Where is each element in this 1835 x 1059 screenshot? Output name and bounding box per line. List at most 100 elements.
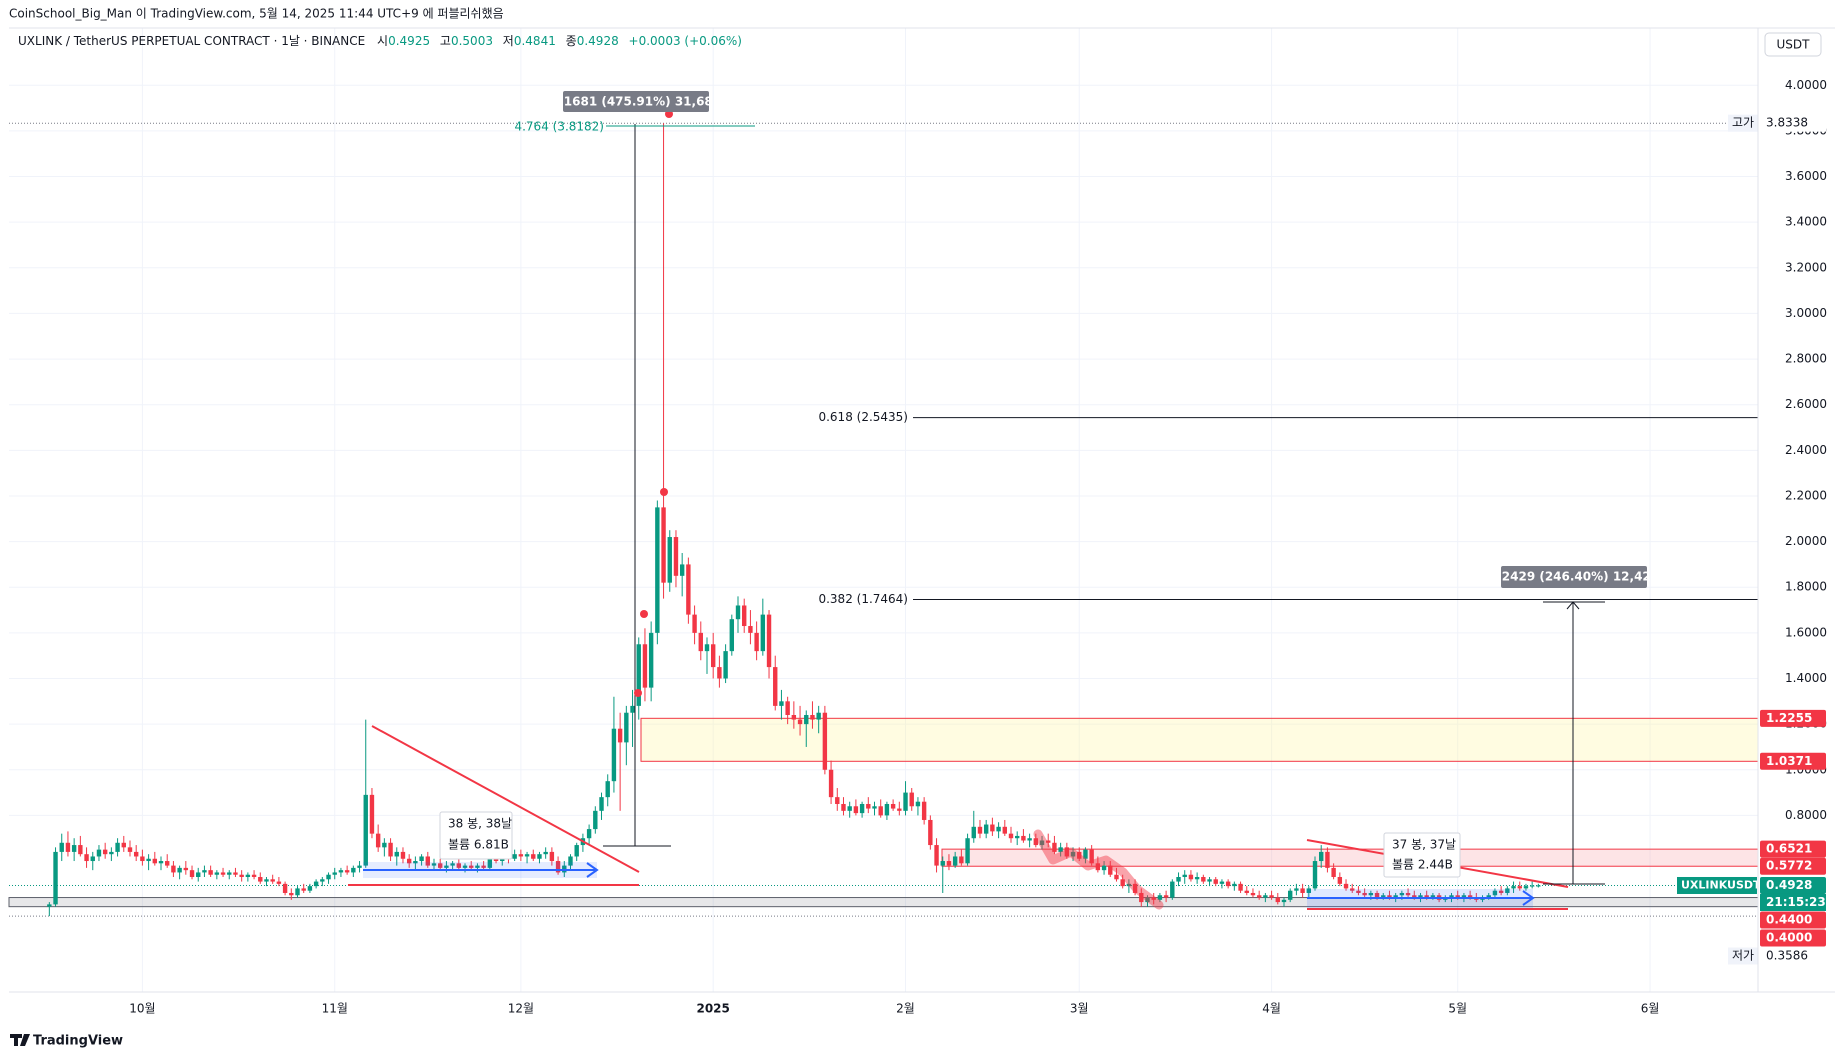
candle-body bbox=[165, 861, 170, 866]
candle-body bbox=[1294, 888, 1299, 891]
candle-body bbox=[1232, 883, 1237, 887]
candle-body bbox=[810, 715, 815, 720]
candle-body bbox=[96, 849, 102, 857]
high-tag bbox=[1760, 114, 1826, 132]
price-tag-label: 1.2255 bbox=[1766, 711, 1812, 725]
candle-body bbox=[773, 667, 778, 706]
countdown-label: 21:15:23 bbox=[1766, 895, 1826, 909]
symbol: UXLINK / TetherUS PERPETUAL CONTRACT · 1… bbox=[18, 34, 365, 48]
candle-body bbox=[574, 845, 579, 857]
candle-body bbox=[202, 870, 207, 873]
candle-body bbox=[1238, 883, 1243, 891]
candle-body bbox=[456, 863, 462, 868]
trend-line bbox=[371, 725, 640, 873]
candle-body bbox=[1275, 897, 1280, 903]
ohlc-value: 0.5003 bbox=[451, 34, 493, 48]
candle-body bbox=[766, 614, 772, 668]
price-tag-label: 0.4928 bbox=[1766, 878, 1812, 892]
candle-body bbox=[481, 865, 486, 868]
candle-body bbox=[959, 856, 964, 864]
range-label-box bbox=[439, 811, 513, 860]
candle-body bbox=[413, 861, 418, 864]
candle-body bbox=[388, 842, 393, 857]
candle-body bbox=[127, 847, 133, 852]
candle-body bbox=[1517, 886, 1522, 889]
candle-body bbox=[1368, 892, 1374, 896]
measure-label: 1.2429 (246.40%) 12,429 bbox=[1489, 570, 1659, 584]
candle-body bbox=[946, 861, 952, 866]
candle-body bbox=[835, 797, 840, 804]
candle-body bbox=[797, 719, 803, 725]
candle-body bbox=[1461, 895, 1467, 898]
candle-body bbox=[1287, 890, 1293, 900]
candle-body bbox=[828, 769, 834, 798]
candle-body bbox=[307, 886, 313, 891]
candle-body bbox=[1312, 861, 1318, 889]
symbol-line: UXLINK / TetherUS PERPETUAL CONTRACT · 1… bbox=[18, 34, 742, 48]
candle-body bbox=[1033, 838, 1039, 846]
ohlc-change: +0.0003 (+0.06%) bbox=[629, 34, 742, 48]
candle-body bbox=[742, 605, 747, 627]
candle-body bbox=[1412, 895, 1417, 898]
candle-body bbox=[983, 824, 989, 834]
price-tag bbox=[1760, 857, 1826, 875]
candle-body bbox=[90, 856, 95, 862]
candle-body bbox=[1145, 897, 1150, 903]
candle-body bbox=[1523, 886, 1529, 889]
arrow-head bbox=[1566, 601, 1580, 610]
range-label-box bbox=[1383, 832, 1461, 878]
candle-body bbox=[661, 507, 666, 583]
candle-body bbox=[102, 849, 108, 855]
candle-body bbox=[897, 808, 902, 811]
candle-body bbox=[524, 854, 530, 857]
candle-body bbox=[1350, 888, 1355, 891]
candle-body bbox=[1108, 865, 1113, 875]
candle-body bbox=[543, 851, 548, 855]
candle-body bbox=[1077, 851, 1082, 859]
candle-body bbox=[152, 858, 158, 864]
measure-label: 3.1681 (475.91%) 31,681 bbox=[551, 95, 721, 109]
candle-body bbox=[1536, 885, 1541, 887]
candle-body bbox=[450, 863, 455, 866]
candle-body bbox=[853, 806, 859, 814]
currency: USDT bbox=[1777, 38, 1811, 52]
range-label: 37 봉, 37날 bbox=[1392, 838, 1456, 852]
candle-body bbox=[1300, 888, 1305, 893]
candle-body bbox=[1331, 867, 1336, 878]
candle-body bbox=[227, 872, 232, 875]
candle-body bbox=[326, 874, 331, 880]
y-tick-label: 1.4000 bbox=[1785, 671, 1827, 685]
ohlc-value: 0.4928 bbox=[577, 34, 619, 48]
x-tick-label: 3월 bbox=[1070, 1002, 1089, 1016]
candle-body bbox=[537, 854, 542, 859]
price-tag-label: 0.6521 bbox=[1766, 842, 1812, 856]
candle-body bbox=[444, 865, 449, 868]
y-tick-label: 3.0000 bbox=[1785, 306, 1827, 320]
candle-body bbox=[1467, 895, 1473, 898]
candle-body bbox=[723, 651, 728, 679]
candle-body bbox=[1182, 874, 1187, 878]
candle-body bbox=[934, 845, 939, 866]
candle-body bbox=[903, 792, 908, 811]
x-tick-label: 12월 bbox=[508, 1002, 534, 1016]
watermark: TradingView bbox=[33, 1034, 123, 1049]
candle-body bbox=[648, 632, 654, 688]
candle-body bbox=[531, 854, 536, 859]
candle-body bbox=[189, 870, 195, 878]
price-tag bbox=[1760, 709, 1826, 727]
candle-body bbox=[1455, 895, 1460, 898]
logo-icon bbox=[10, 1034, 30, 1046]
low-tag-box bbox=[1728, 947, 1758, 965]
brush bbox=[1033, 829, 1164, 910]
candle-body bbox=[735, 605, 741, 620]
candle-body bbox=[382, 842, 387, 848]
candle-body bbox=[1225, 881, 1231, 887]
ohlc-key: 고 bbox=[440, 34, 451, 48]
currency-box[interactable] bbox=[1764, 32, 1822, 57]
candle-body bbox=[841, 803, 846, 811]
candle-body bbox=[1170, 881, 1175, 898]
candle-body bbox=[909, 792, 914, 807]
candle-body bbox=[1250, 892, 1256, 896]
candle-body bbox=[971, 826, 976, 839]
